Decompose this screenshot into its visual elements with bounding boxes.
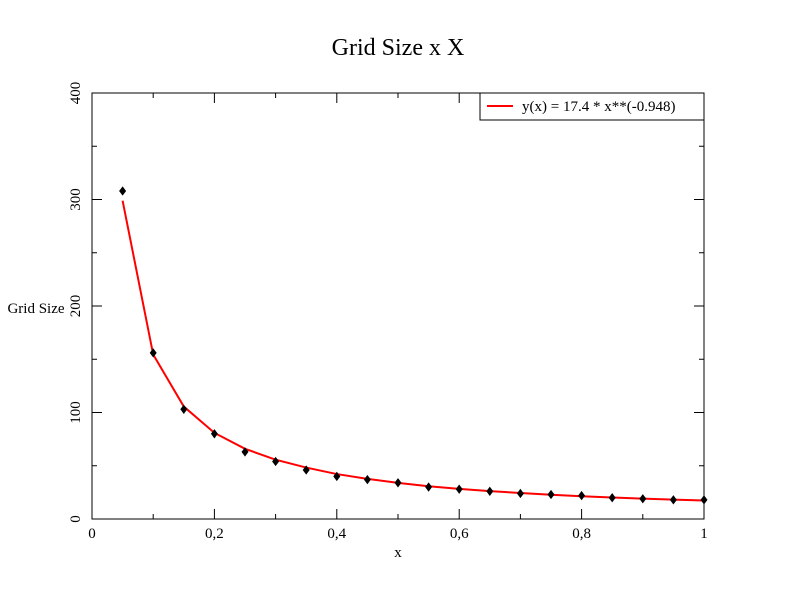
y-axis-label: Grid Size <box>7 301 64 317</box>
x-tick-label: 0,4 <box>327 526 346 542</box>
axis-ticks: 0 0,2 0,4 0,6 0,8 1 0 100 200 300 400 <box>68 82 708 542</box>
data-point <box>516 488 524 499</box>
x-tick-label: 0,8 <box>572 526 591 542</box>
data-point <box>333 471 341 482</box>
data-point <box>486 486 494 496</box>
data-point <box>547 489 555 500</box>
x-tick-label: 0,2 <box>205 526 224 542</box>
x-tick-label: 0 <box>88 526 96 542</box>
y-tick-label: 200 <box>68 295 84 318</box>
y-tick-label: 400 <box>68 82 84 105</box>
x-tick-label: 1 <box>700 526 708 542</box>
data-point <box>119 186 127 196</box>
data-point <box>639 494 647 504</box>
data-point <box>149 348 157 358</box>
data-point <box>608 493 616 503</box>
fit-line <box>121 200 705 502</box>
data-point <box>180 404 188 414</box>
data-points-series <box>119 186 708 505</box>
data-point <box>425 482 433 492</box>
legend: y(x) = 17.4 * x**(-0.948) <box>479 92 705 121</box>
y-tick-label: 100 <box>68 401 84 424</box>
y-tick-label: 0 <box>68 515 84 523</box>
data-point <box>394 478 402 488</box>
data-point <box>455 484 463 494</box>
fit-line-series <box>121 200 705 502</box>
x-axis-label: x <box>394 545 402 561</box>
data-point <box>302 465 310 475</box>
chart-title: Grid Size x X <box>332 35 465 61</box>
data-point <box>578 490 586 501</box>
data-point <box>669 495 677 505</box>
legend-box <box>479 92 705 121</box>
data-point <box>241 447 249 457</box>
x-tick-label: 0,6 <box>450 526 469 542</box>
plot-area <box>91 92 705 520</box>
data-point <box>363 474 371 485</box>
legend-label: y(x) = 17.4 * x**(-0.948) <box>522 99 675 115</box>
data-point <box>210 429 218 439</box>
data-point <box>700 495 708 505</box>
data-point <box>272 456 280 467</box>
y-tick-label: 300 <box>68 188 84 211</box>
